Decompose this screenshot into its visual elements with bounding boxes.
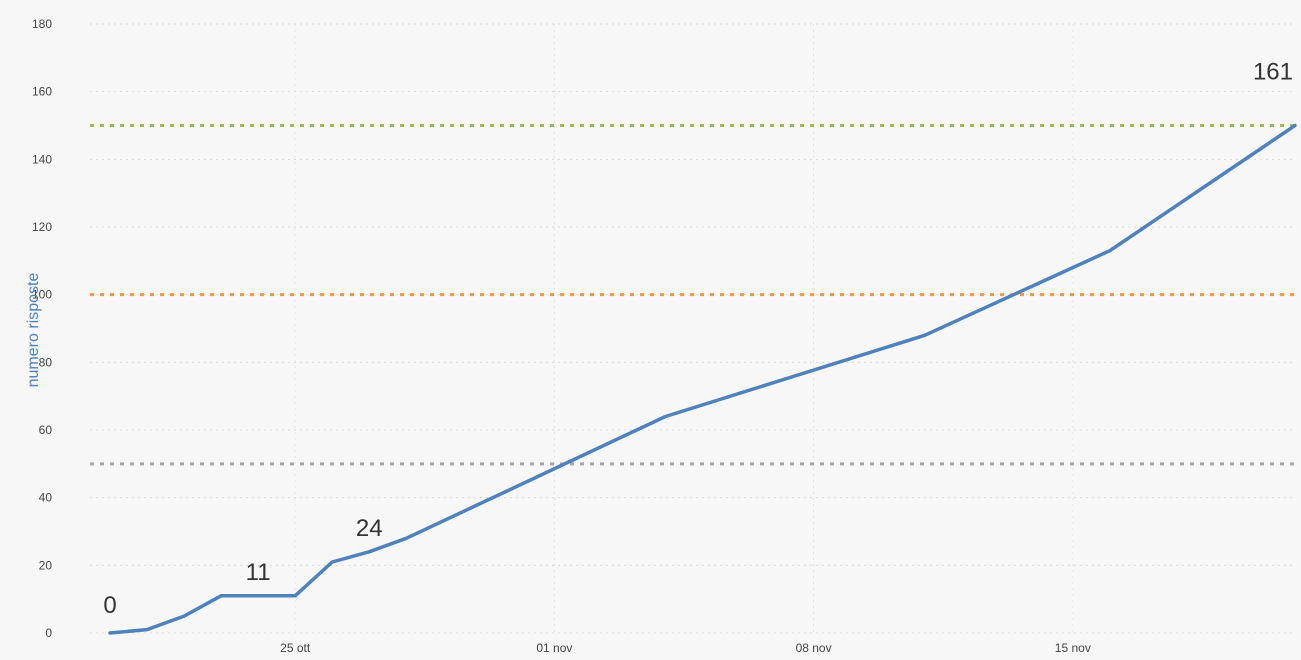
data-labels: 0 11 24 161 [103, 59, 1293, 620]
y-tick-label: 80 [39, 355, 53, 369]
y-tick-label: 120 [32, 220, 52, 234]
x-tick-label: 15 nov [1055, 641, 1091, 655]
y-axis-title: numero risposte [25, 273, 42, 388]
y-tick-label: 20 [39, 558, 53, 572]
x-tick-label: 08 nov [796, 641, 832, 655]
gridlines [90, 23, 1295, 634]
y-tick-label: 100 [32, 288, 52, 302]
y-tick-label: 160 [32, 85, 52, 99]
y-tick-label: 180 [32, 17, 52, 31]
x-axis-ticks: 25 ott 01 nov 08 nov 15 nov [280, 641, 1091, 655]
x-tick-label: 25 ott [280, 641, 311, 655]
x-tick-label: 01 nov [536, 641, 572, 655]
data-label: 24 [356, 515, 383, 542]
data-label: 161 [1253, 59, 1293, 86]
data-series [108, 123, 1297, 635]
y-axis-ticks: 0 20 40 60 80 100 120 140 160 180 [32, 17, 52, 640]
data-label: 11 [246, 559, 271, 586]
y-tick-label: 40 [39, 491, 53, 505]
y-tick-label: 60 [39, 423, 53, 437]
series-line [108, 123, 1297, 635]
y-tick-label: 140 [32, 152, 52, 166]
y-tick-label: 0 [45, 626, 52, 640]
data-label: 0 [103, 592, 116, 619]
reference-lines [90, 124, 1295, 466]
